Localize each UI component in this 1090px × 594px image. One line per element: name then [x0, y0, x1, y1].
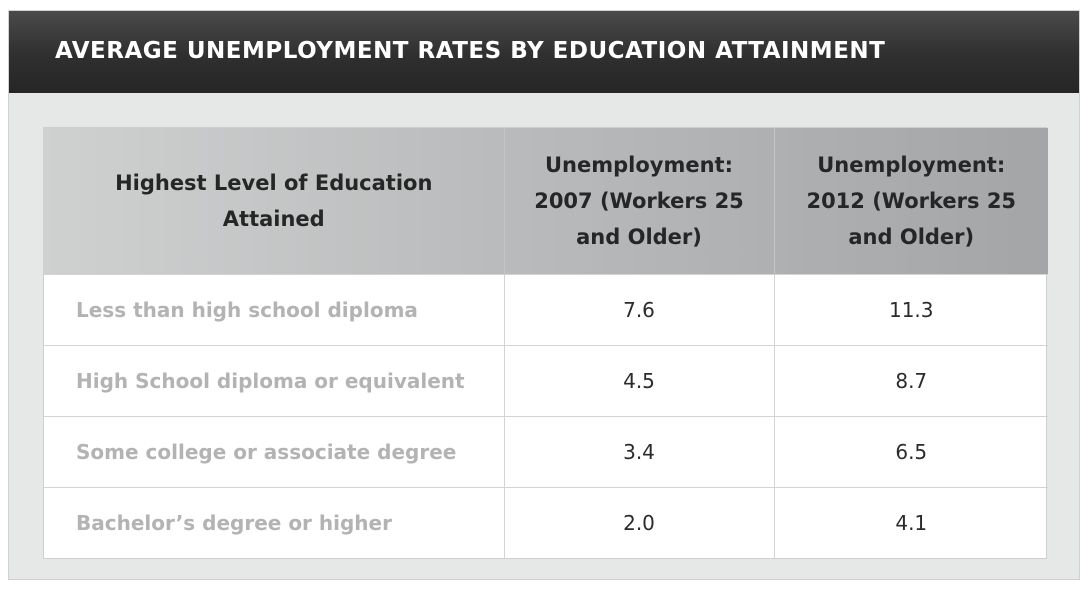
table-panel: AVERAGE UNEMPLOYMENT RATES BY EDUCATION … — [8, 10, 1080, 580]
table-row: Some college or associate degree 3.4 6.5 — [44, 415, 1048, 487]
column-header-2007: Unemployment: 2007 (Workers 25 and Older… — [503, 128, 774, 274]
value-2012: 4.1 — [773, 486, 1048, 558]
table-row: Bachelor’s degree or higher 2.0 4.1 — [44, 486, 1048, 558]
column-header-2012: Unemployment: 2012 (Workers 25 and Older… — [773, 128, 1048, 274]
table-row: Less than high school diploma 7.6 11.3 — [44, 273, 1048, 345]
page-title: AVERAGE UNEMPLOYMENT RATES BY EDUCATION … — [55, 38, 886, 64]
column-header-education: Highest Level of Education Attained — [115, 170, 433, 231]
unemployment-table: Highest Level of Education Attained Unem… — [44, 128, 1048, 558]
row-label: Less than high school diploma — [44, 273, 504, 345]
value-2007: 4.5 — [503, 344, 774, 416]
value-2007: 3.4 — [503, 415, 774, 487]
value-2007: 2.0 — [503, 486, 774, 558]
value-2007: 7.6 — [503, 273, 774, 345]
table-container: Highest Level of Education Attained Unem… — [43, 127, 1048, 559]
value-2012: 8.7 — [773, 344, 1048, 416]
title-bar: AVERAGE UNEMPLOYMENT RATES BY EDUCATION … — [9, 11, 1079, 93]
value-2012: 6.5 — [773, 415, 1048, 487]
row-label: High School diploma or equivalent — [44, 344, 504, 416]
row-label: Some college or associate degree — [44, 415, 504, 487]
table-row: High School diploma or equivalent 4.5 8.… — [44, 344, 1048, 416]
table-header-row: Highest Level of Education Attained Unem… — [44, 128, 1048, 274]
row-label: Bachelor’s degree or higher — [44, 486, 504, 558]
value-2012: 11.3 — [773, 273, 1048, 345]
